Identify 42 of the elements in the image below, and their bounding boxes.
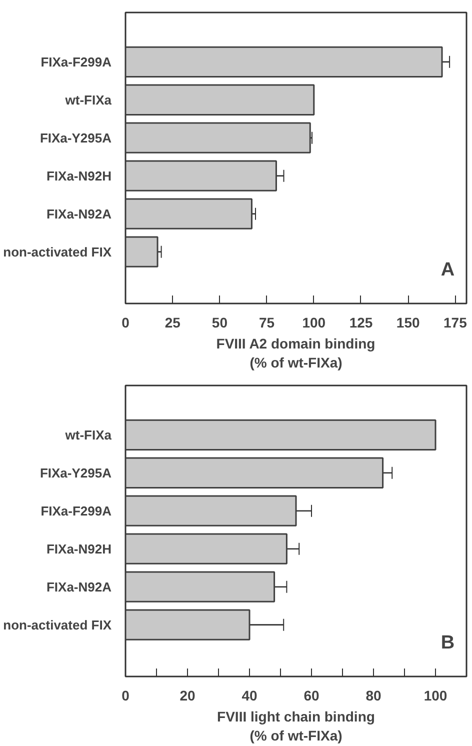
y-tick-label: non-activated FIX [3,617,112,632]
annotation: A [440,259,455,280]
y-tick-label: FIXa-Y295A [40,465,112,480]
x-tick-label: 80 [366,688,382,704]
x-axis-title: FVIII light chain binding (% of wt-FIXa) [217,708,375,744]
x-tick-label: 25 [164,314,181,330]
bar [126,495,297,526]
x-tick-label: 60 [304,688,320,704]
x-tick-label: 40 [242,688,258,704]
y-tick-label: wt-FIXa [64,427,112,442]
y-tick-label: wt-FIXa [64,92,112,108]
x-tick-label: 100 [302,314,326,330]
y-tick-label: FIXa-N92A [46,579,112,594]
bar [126,84,315,116]
y-tick-label: FIXa-F299A [40,54,112,70]
bar [126,533,288,564]
x-tick-label: 20 [180,688,196,704]
annotation: B [440,632,455,654]
bar [126,236,158,268]
bar [126,198,252,230]
y-tick-label: FIXa-Y295A [40,130,112,146]
y-tick-label: FIXa-N92H [46,541,112,556]
bar [126,457,384,488]
bar [126,160,277,192]
bar [126,46,443,78]
x-axis-title: FVIII A2 domain binding (% of wt-FIXa) [216,336,376,371]
x-tick-label: 175 [444,314,468,330]
x-tick-label: 0 [122,314,130,330]
x-tick-label: 0 [122,688,130,704]
bar [126,122,311,154]
bar [126,571,276,602]
y-tick-label: FIXa-N92A [46,206,112,222]
x-tick-label: 125 [349,314,373,330]
x-tick-label: 50 [212,314,228,330]
bar [126,609,250,640]
bar [126,419,436,450]
y-tick-label: FIXa-F299A [40,503,112,518]
x-tick-label: 150 [396,314,420,330]
x-tick-label: 75 [259,314,275,330]
x-tick-label: 100 [424,688,448,704]
y-tick-label: FIXa-N92H [46,168,112,184]
y-tick-label: non-activated FIX [3,244,112,260]
